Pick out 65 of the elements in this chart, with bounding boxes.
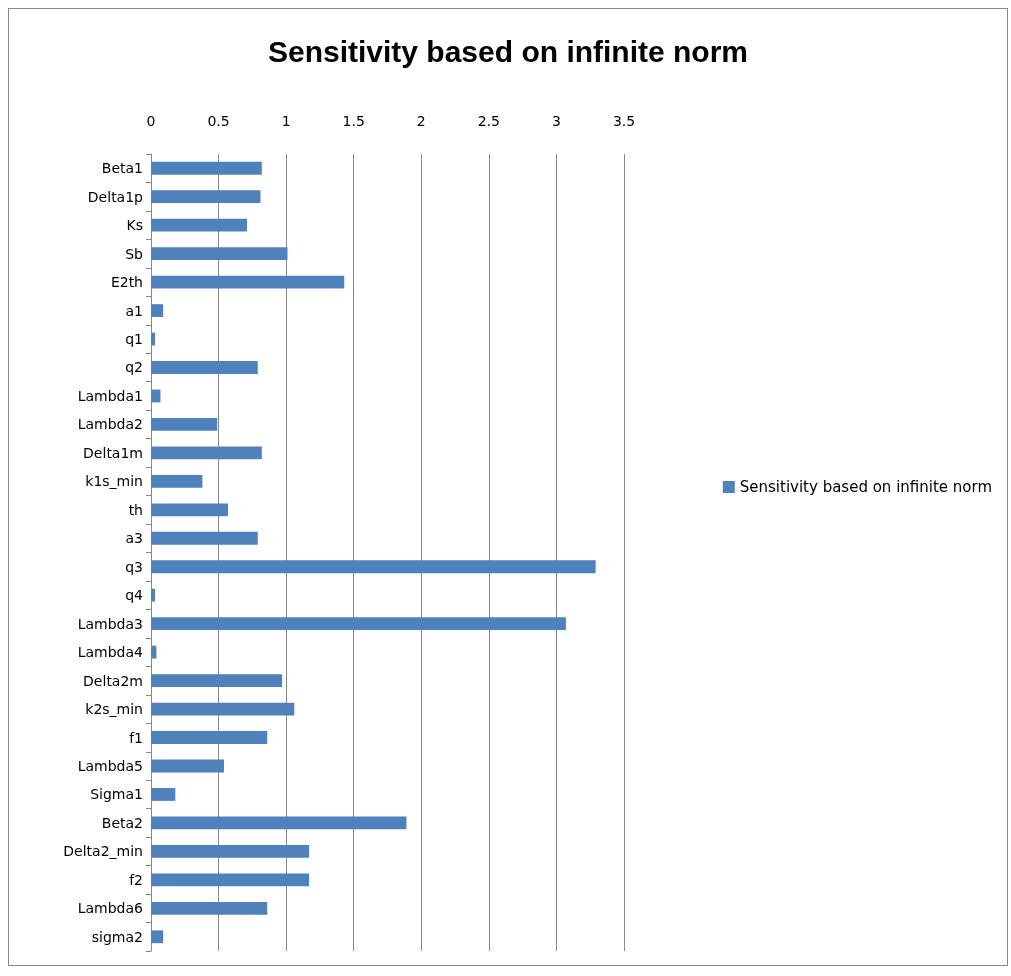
bar [151,645,157,659]
bar [151,304,164,317]
bar [151,617,566,631]
y-tick-label: q4 [125,587,144,604]
y-tick-label: Lambda1 [77,387,143,404]
y-tick-label: a3 [125,530,143,547]
bar [151,731,268,744]
bar [151,503,229,517]
y-tick-label: Delta2m [83,672,143,689]
bar [151,674,283,687]
bar [151,759,224,773]
bar [151,446,262,460]
bar [151,190,261,204]
y-tick-label: f1 [129,729,143,746]
bar [151,332,156,346]
legend-label: Sensitivity based on infinite norm [739,478,992,496]
bar [151,361,258,374]
bar [151,702,295,716]
bar [151,474,203,488]
bar [151,788,176,801]
x-tick-label: 1.5 [342,113,365,129]
x-tick-label: 2.5 [477,113,500,129]
bar [151,844,310,858]
bar [151,901,268,915]
y-tick-label: q1 [125,331,143,348]
y-tick-label: Sigma1 [90,786,143,803]
y-tick-label: a1 [125,302,143,319]
x-tick-label: 0.5 [207,113,230,129]
y-tick-label: f2 [129,871,143,888]
y-tick-label: Lambda6 [77,900,144,917]
x-tick-label: 3 [551,113,561,129]
x-tick-label: 1 [281,113,291,129]
y-tick-label: q3 [125,558,143,575]
bar [151,816,407,830]
x-tick-label: 2 [416,113,426,129]
bar [151,247,288,261]
bar [151,873,310,887]
y-tick-label: Delta1p [87,188,144,205]
y-tick-label: th [128,501,143,518]
y-tick-label: Lambda5 [77,757,143,774]
bar [151,218,247,232]
y-tick-label: Lambda2 [77,416,143,433]
y-tick-label: k1s_min [85,473,143,490]
y-tick-label: q2 [125,359,143,376]
y-tick-label: Ks [126,217,143,234]
y-tick-label: Delta1m [83,444,143,461]
bar [151,418,218,431]
bar [151,161,262,175]
bar [151,930,164,944]
bar [151,275,345,289]
y-tick-label: Beta2 [101,814,143,831]
y-tick-label: E2th [110,274,143,291]
bar [151,560,596,574]
x-tick-label: 0 [146,113,156,129]
y-tick-label: k2s_min [85,701,143,718]
y-tick-label: Lambda4 [77,644,144,661]
x-tick-label: 3.5 [612,113,636,129]
y-tick-label: Beta1 [101,160,143,177]
chart-title: Sensitivity based on infinite norm [267,34,749,68]
bar [151,588,156,602]
y-tick-label: Lambda3 [77,615,143,632]
bar [151,531,258,545]
y-tick-label: Delta2_min [63,843,143,860]
y-tick-label: Sb [125,245,144,262]
y-tick-label: sigma2 [91,928,143,945]
